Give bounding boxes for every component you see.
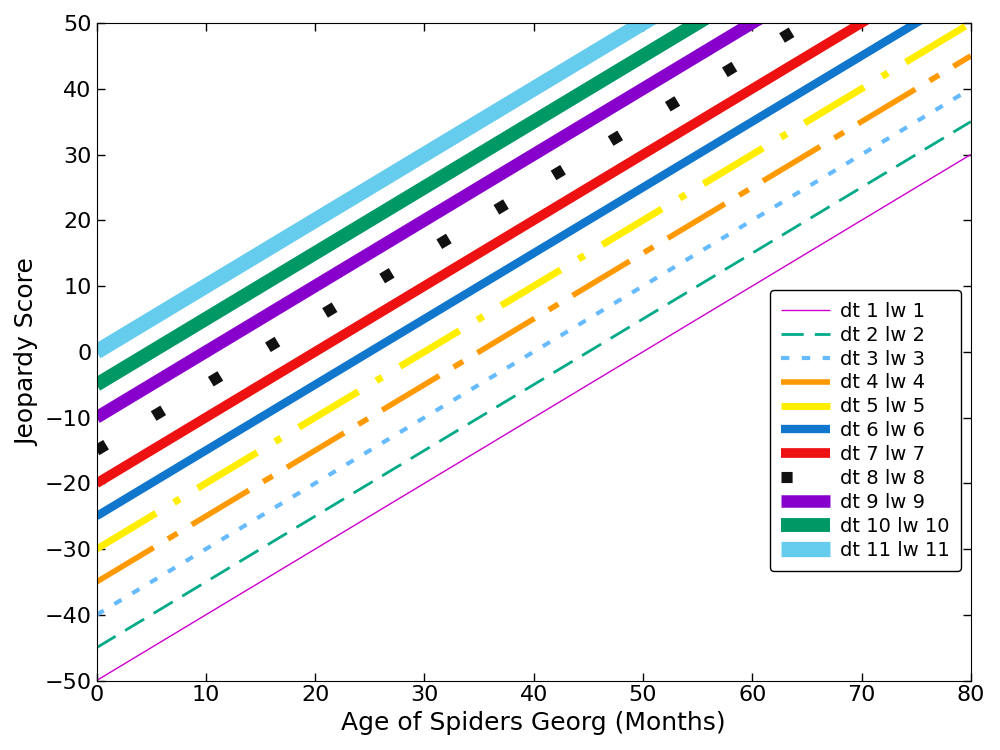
Y-axis label: Jeopardy Score: Jeopardy Score: [15, 258, 39, 446]
X-axis label: Age of Spiders Georg (Months): Age of Spiders Georg (Months): [341, 711, 726, 735]
Legend: dt 1 lw 1, dt 2 lw 2, dt 3 lw 3, dt 4 lw 4, dt 5 lw 5, dt 6 lw 6, dt 7 lw 7, dt : dt 1 lw 1, dt 2 lw 2, dt 3 lw 3, dt 4 lw…: [770, 290, 961, 572]
